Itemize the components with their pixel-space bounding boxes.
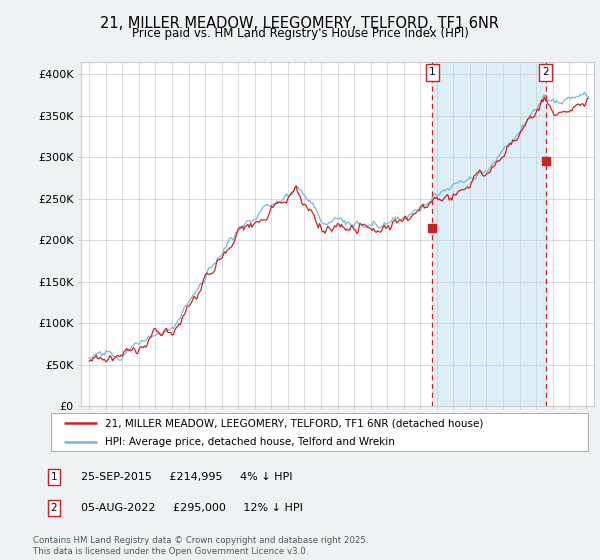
Text: Price paid vs. HM Land Registry's House Price Index (HPI): Price paid vs. HM Land Registry's House … <box>131 27 469 40</box>
Text: 21, MILLER MEADOW, LEEGOMERY, TELFORD, TF1 6NR: 21, MILLER MEADOW, LEEGOMERY, TELFORD, T… <box>101 16 499 31</box>
Text: 1: 1 <box>50 472 58 482</box>
Text: 05-AUG-2022     £295,000     12% ↓ HPI: 05-AUG-2022 £295,000 12% ↓ HPI <box>81 503 303 513</box>
Text: HPI: Average price, detached house, Telford and Wrekin: HPI: Average price, detached house, Telf… <box>105 437 395 447</box>
Text: 2: 2 <box>50 503 58 513</box>
Bar <box>433 62 546 406</box>
Text: 1: 1 <box>429 67 436 77</box>
Text: 25-SEP-2015     £214,995     4% ↓ HPI: 25-SEP-2015 £214,995 4% ↓ HPI <box>81 472 293 482</box>
Text: 2: 2 <box>542 67 549 77</box>
Text: Contains HM Land Registry data © Crown copyright and database right 2025.
This d: Contains HM Land Registry data © Crown c… <box>33 536 368 556</box>
Text: 21, MILLER MEADOW, LEEGOMERY, TELFORD, TF1 6NR (detached house): 21, MILLER MEADOW, LEEGOMERY, TELFORD, T… <box>105 418 483 428</box>
